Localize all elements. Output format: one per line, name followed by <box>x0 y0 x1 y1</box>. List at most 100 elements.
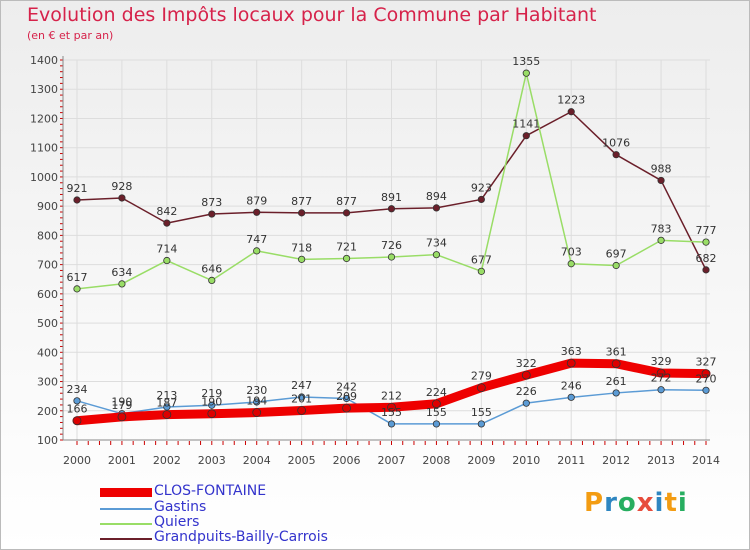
data-label: 279 <box>471 370 492 383</box>
data-point <box>612 261 620 270</box>
data-point <box>702 238 710 246</box>
data-point <box>656 368 666 378</box>
y-tick-label: 400 <box>37 346 58 359</box>
data-label: 877 <box>336 195 357 208</box>
legend-swatch <box>100 508 152 510</box>
x-tick-label: 2010 <box>512 454 540 467</box>
data-point <box>342 394 351 403</box>
data-label: 187 <box>156 397 177 410</box>
data-point <box>208 210 216 218</box>
chart-title: Evolution des Impôts locaux pour la Comm… <box>27 4 597 26</box>
data-point <box>612 151 620 159</box>
data-label: 246 <box>561 379 582 392</box>
data-point <box>297 406 307 415</box>
data-point <box>387 402 396 412</box>
data-point <box>342 254 351 263</box>
data-point <box>477 195 485 204</box>
data-label: 1223 <box>557 94 585 107</box>
data-point <box>521 370 531 380</box>
data-point <box>118 194 126 202</box>
x-tick-label: 2000 <box>63 454 91 467</box>
x-tick-label: 2011 <box>557 454 585 467</box>
data-label: 682 <box>696 252 717 265</box>
y-tick-label: 500 <box>37 317 58 330</box>
data-label: 272 <box>651 372 672 385</box>
data-point <box>163 256 171 265</box>
data-point <box>208 276 216 284</box>
data-point <box>252 408 262 417</box>
data-point <box>432 251 441 259</box>
data-label: 201 <box>291 392 312 405</box>
legend-label: Quiers <box>154 514 200 530</box>
data-point <box>298 209 306 217</box>
data-point <box>387 420 396 428</box>
legend-label: Gastins <box>154 499 207 515</box>
data-label: 1141 <box>512 118 540 131</box>
data-point <box>117 412 127 422</box>
y-tick-label: 1200 <box>30 112 58 125</box>
data-point <box>476 383 486 393</box>
grid <box>63 59 710 441</box>
legend-swatch <box>100 538 152 540</box>
data-label: 714 <box>156 243 177 256</box>
data-label: 155 <box>471 406 492 419</box>
y-tick-label: 1300 <box>30 83 58 96</box>
x-tick-label: 2001 <box>108 454 136 467</box>
x-tick-label: 2004 <box>243 454 271 467</box>
y-tick-label: 100 <box>37 434 58 447</box>
data-point <box>298 393 306 401</box>
data-label: 329 <box>651 355 672 368</box>
data-point <box>522 69 530 77</box>
legend-label: CLOS-FONTAINE <box>154 483 267 499</box>
data-point <box>477 267 485 275</box>
data-point <box>253 208 261 216</box>
x-tick-label: 2002 <box>153 454 181 467</box>
data-label: 842 <box>156 205 177 218</box>
data-label: 230 <box>246 384 267 397</box>
data-point <box>567 393 575 401</box>
data-label: 190 <box>201 396 222 409</box>
data-labels: 921 928 842 873 879 877 877 891 894 923 1141 1223 10… <box>67 55 717 419</box>
logo-letter: i <box>677 488 688 518</box>
legend-swatch <box>100 523 152 525</box>
data-point <box>162 410 172 419</box>
data-label: 322 <box>516 357 537 370</box>
data-point <box>612 389 620 397</box>
data-point <box>702 386 710 394</box>
data-label: 697 <box>606 247 627 260</box>
data-label: 734 <box>426 237 447 250</box>
x-tick-label: 2008 <box>422 454 450 467</box>
axes: 100 200 300 400 500 600 700 800 900 1000 1100 1200 1… <box>30 54 720 467</box>
proxiti-logo: Proxiti <box>584 488 688 518</box>
x-tick-label: 2005 <box>288 454 316 467</box>
data-label: 677 <box>471 253 492 266</box>
x-tick-label: 2009 <box>467 454 495 467</box>
chart-subtitle: (en € et par an) <box>27 29 114 42</box>
data-label: 234 <box>67 383 88 396</box>
data-label: 921 <box>67 182 88 195</box>
data-label: 703 <box>561 246 582 259</box>
data-point <box>207 409 217 419</box>
data-label: 783 <box>651 222 672 235</box>
data-label: 877 <box>291 195 312 208</box>
logo-letter: x <box>636 488 655 518</box>
data-label: 891 <box>381 191 402 204</box>
data-point <box>72 416 82 426</box>
y-tick-label: 200 <box>37 405 58 418</box>
data-label: 363 <box>561 345 582 358</box>
data-label: 879 <box>246 194 267 207</box>
data-label: 212 <box>381 389 402 402</box>
data-point <box>208 401 216 409</box>
data-point <box>342 403 351 413</box>
data-label: 190 <box>111 396 132 409</box>
data-label: 213 <box>156 389 177 402</box>
data-point <box>253 247 261 255</box>
data-point <box>298 255 306 263</box>
data-label: 747 <box>246 233 267 246</box>
x-tick-label: 2003 <box>198 454 226 467</box>
data-point <box>73 285 81 293</box>
data-label: 721 <box>336 240 357 253</box>
data-point <box>432 420 441 428</box>
data-label: 1355 <box>512 55 540 68</box>
